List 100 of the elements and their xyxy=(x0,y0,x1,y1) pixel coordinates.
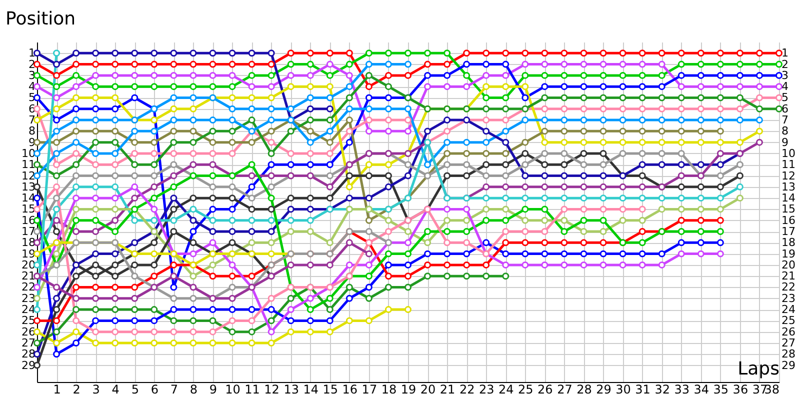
point xyxy=(444,272,451,280)
point xyxy=(638,116,646,124)
point xyxy=(756,138,763,146)
point xyxy=(112,328,119,336)
y2-tick-label: 25 xyxy=(782,314,796,328)
point xyxy=(619,105,626,112)
point xyxy=(638,161,646,168)
point xyxy=(600,183,607,190)
point xyxy=(600,161,607,168)
point xyxy=(580,150,588,157)
y2-tick-label: 2 xyxy=(782,58,788,71)
point xyxy=(424,161,432,168)
point xyxy=(92,116,100,124)
y-tick-label: 20 xyxy=(22,258,36,272)
y-tick-label: 28 xyxy=(22,348,36,361)
point xyxy=(150,183,158,190)
point xyxy=(112,116,119,124)
point xyxy=(131,138,138,146)
point xyxy=(346,138,353,146)
point xyxy=(112,60,119,68)
point xyxy=(424,250,432,258)
point xyxy=(228,228,236,235)
y2-tick-label: 3 xyxy=(782,68,788,82)
point xyxy=(150,306,158,314)
point xyxy=(482,272,490,280)
point xyxy=(365,284,372,291)
point xyxy=(365,250,372,258)
point xyxy=(678,150,685,157)
y-tick-label: 24 xyxy=(22,303,36,316)
y2-tick-label: 29 xyxy=(782,358,796,372)
point xyxy=(697,206,704,213)
point xyxy=(228,105,236,112)
point xyxy=(306,128,314,135)
point xyxy=(384,228,392,235)
point xyxy=(112,284,119,291)
point xyxy=(522,161,529,168)
point xyxy=(53,83,60,90)
point xyxy=(560,239,568,246)
y2-tick-label: 23 xyxy=(782,292,796,305)
point xyxy=(482,83,490,90)
point xyxy=(404,60,412,68)
point xyxy=(228,138,236,146)
point xyxy=(287,306,294,314)
point xyxy=(326,194,334,202)
point xyxy=(248,72,256,79)
point xyxy=(697,194,704,202)
point xyxy=(268,172,275,180)
point xyxy=(697,116,704,124)
point xyxy=(482,183,490,190)
x-tick-label: 23 xyxy=(478,382,494,396)
point xyxy=(736,194,744,202)
point xyxy=(482,138,490,146)
point xyxy=(522,116,529,124)
point xyxy=(502,60,510,68)
point xyxy=(209,50,216,57)
point xyxy=(580,72,588,79)
point xyxy=(72,294,80,302)
point xyxy=(776,83,782,90)
point xyxy=(228,94,236,102)
point xyxy=(384,116,392,124)
point xyxy=(326,294,334,302)
point xyxy=(716,94,724,102)
point xyxy=(463,60,470,68)
point xyxy=(502,228,510,235)
x-tick-label: 4 xyxy=(112,382,120,396)
point xyxy=(482,60,490,68)
point xyxy=(72,94,80,102)
point xyxy=(580,206,588,213)
point xyxy=(365,105,372,112)
point xyxy=(463,50,470,57)
point xyxy=(463,272,470,280)
point xyxy=(92,328,100,336)
point xyxy=(444,216,451,224)
point xyxy=(638,228,646,235)
point xyxy=(112,194,119,202)
point xyxy=(209,128,216,135)
point xyxy=(131,306,138,314)
point xyxy=(444,161,451,168)
point xyxy=(482,172,490,180)
point xyxy=(131,261,138,268)
point xyxy=(560,116,568,124)
y2-tick-label: 19 xyxy=(782,247,796,260)
point xyxy=(502,161,510,168)
point xyxy=(619,261,626,268)
point xyxy=(346,60,353,68)
point xyxy=(92,194,100,202)
point xyxy=(326,172,334,180)
y2-tick-label: 22 xyxy=(782,280,796,294)
point xyxy=(444,239,451,246)
point xyxy=(365,116,372,124)
point xyxy=(756,83,763,90)
point xyxy=(72,317,80,324)
y-tick-label: 4 xyxy=(28,80,36,94)
point xyxy=(112,216,119,224)
point xyxy=(209,72,216,79)
point xyxy=(112,83,119,90)
point xyxy=(92,284,100,291)
point xyxy=(248,328,256,336)
point xyxy=(150,340,158,346)
point xyxy=(131,239,138,246)
